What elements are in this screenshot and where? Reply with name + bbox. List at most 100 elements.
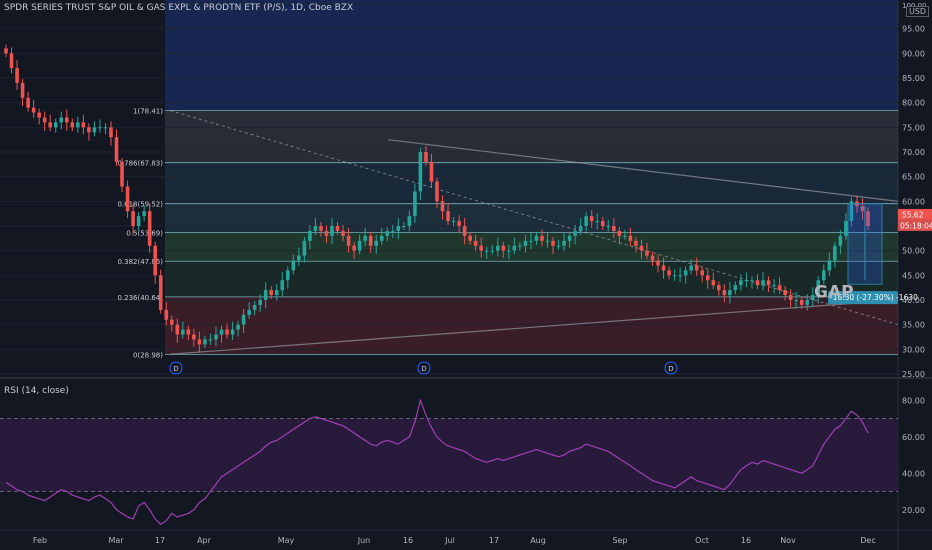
candle-body <box>744 280 749 282</box>
gap-annotation: GAP <box>814 283 854 303</box>
fib-label-0.618: 0.618(59.52) <box>117 201 163 209</box>
fib-zone-0.5 <box>165 232 898 262</box>
candle-body <box>418 152 423 192</box>
price-tick-label: 35.00 <box>902 321 925 330</box>
rsi-band <box>0 418 898 492</box>
candle-body <box>53 122 58 128</box>
price-tick-label: 85.00 <box>902 74 925 83</box>
time-tick-label: 17 <box>489 536 499 545</box>
candle-body <box>844 221 848 236</box>
candle-body <box>192 334 196 340</box>
candle-body <box>849 201 854 222</box>
candle-body <box>136 216 141 226</box>
countdown-label: 05:18:04 <box>900 221 932 230</box>
candle-body <box>821 270 826 281</box>
candle-body <box>169 319 174 325</box>
candle-body <box>457 221 461 226</box>
candle-body <box>26 97 30 108</box>
candle-body <box>92 127 97 133</box>
time-tick-label: Jun <box>357 536 371 545</box>
candle-body <box>158 275 163 310</box>
candle-body <box>473 240 478 246</box>
candle-body <box>225 329 229 335</box>
candle-body <box>650 255 655 261</box>
candle-body <box>683 270 688 276</box>
candle-body <box>860 206 865 212</box>
candle-body <box>81 122 86 128</box>
candle-body <box>435 181 439 202</box>
candle-body <box>230 329 235 335</box>
candle-body <box>214 334 218 340</box>
candle-body <box>197 339 202 345</box>
price-axis-panel <box>898 0 932 550</box>
price-tick-label: 60.00 <box>902 197 925 206</box>
fib-zone-top <box>165 0 898 111</box>
countdown-tag <box>898 219 932 231</box>
rsi-line <box>5 398 869 526</box>
dividend-marker-icon <box>664 361 678 375</box>
candle-body <box>490 250 495 252</box>
time-tick-label: Nov <box>780 536 796 545</box>
candle-body <box>297 255 301 261</box>
time-tick-label: Mar <box>108 536 124 545</box>
candle-body <box>147 211 152 246</box>
candle-body <box>805 300 810 305</box>
candle-body <box>341 230 345 236</box>
candle-body <box>368 235 373 246</box>
price-tick-label: 50.00 <box>902 247 925 256</box>
candle-body <box>208 339 213 341</box>
candle-body <box>545 240 550 242</box>
candle-body <box>694 265 699 271</box>
candle-body <box>363 235 367 241</box>
candle-body <box>578 226 583 231</box>
fib-zone-0.618 <box>165 203 898 233</box>
time-tick-label: Feb <box>33 536 47 545</box>
candle-body <box>357 240 362 251</box>
time-tick-label: May <box>278 536 295 545</box>
candle-body <box>203 339 207 345</box>
candle-body <box>247 309 251 315</box>
candle-body <box>639 245 644 251</box>
candle-body <box>816 280 821 296</box>
candle-body <box>705 275 710 281</box>
rsi-tick-label: 60.00 <box>902 433 925 442</box>
measure-label-bg <box>828 291 898 305</box>
price-tick-label: 70.00 <box>902 148 925 157</box>
current-price-label: 55.62 <box>902 210 924 219</box>
rsi-tick-label: 40.00 <box>902 469 925 478</box>
candle-body <box>495 245 500 251</box>
candle-body <box>667 270 671 276</box>
candle-body <box>346 235 351 246</box>
candle-body <box>866 211 870 226</box>
current-price-tag <box>898 208 932 220</box>
candle-body <box>838 235 843 246</box>
candle-body <box>799 300 804 305</box>
dividend-marker-icon <box>417 361 431 375</box>
candle-body <box>678 275 682 277</box>
candle-body <box>479 245 484 251</box>
candle-body <box>87 127 91 133</box>
candle-body <box>501 245 506 251</box>
candle-body <box>37 112 41 118</box>
time-tick-label: 16 <box>741 536 751 545</box>
candle-body <box>446 211 450 222</box>
candle-body <box>728 290 732 296</box>
candle-body <box>827 260 832 271</box>
price-tick-label: 90.00 <box>902 49 925 58</box>
price-tick-label: 65.00 <box>902 173 925 182</box>
candle-body <box>236 324 240 330</box>
candle-body <box>672 275 677 277</box>
candle-body <box>656 260 660 266</box>
candle-body <box>59 117 64 123</box>
candle-body <box>661 265 666 271</box>
candle-body <box>783 290 787 296</box>
candle-body <box>810 295 815 300</box>
candle-body <box>634 240 638 246</box>
candle-body <box>739 280 743 286</box>
fib-label-0.786: 0.786(67.83) <box>117 160 163 168</box>
candle-body <box>507 250 511 252</box>
candle-body <box>540 235 544 241</box>
candle-body <box>606 226 611 227</box>
candle-body <box>573 230 577 236</box>
